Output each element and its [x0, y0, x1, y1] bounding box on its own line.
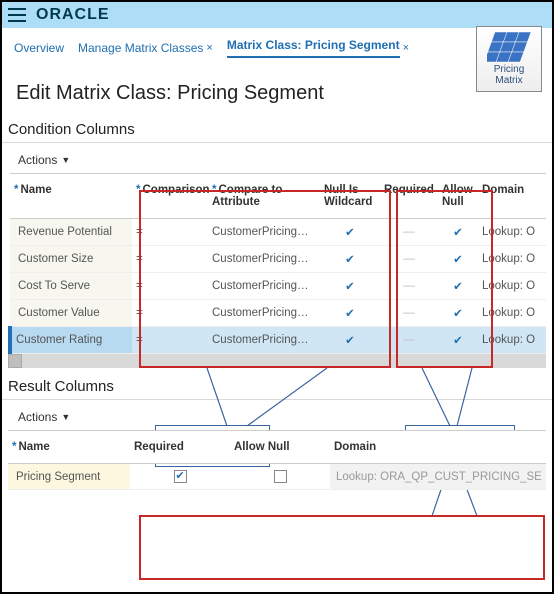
breadcrumb: Overview Manage Matrix Classes × Matrix …	[2, 28, 552, 64]
cell-null-wildcard: ✔	[320, 273, 380, 300]
cell-name: Customer Size	[10, 246, 132, 273]
section-condition-columns: Condition Columns	[2, 115, 552, 143]
actions-menu[interactable]: Actions ▼	[2, 143, 552, 173]
cell-allow-null: ✔	[438, 273, 478, 300]
col-allow-null[interactable]: Allow Null	[438, 174, 478, 219]
horizontal-scrollbar[interactable]	[8, 354, 546, 368]
cell-null-wildcard: ✔	[320, 219, 380, 246]
col-domain[interactable]: Domain	[478, 174, 546, 219]
cell-comparison: =	[132, 273, 208, 300]
menu-icon[interactable]	[8, 8, 26, 22]
cell-compare-to: CustomerPricingPr…	[208, 300, 320, 327]
actions-label: Actions	[18, 153, 57, 167]
cell-name: Cost To Serve	[10, 273, 132, 300]
badge-text-1: Pricing	[494, 64, 525, 75]
cell-null-wildcard: ✔	[320, 327, 380, 354]
col-domain[interactable]: Domain	[330, 431, 546, 464]
section-result-columns: Result Columns	[2, 372, 552, 400]
badge-text-2: Matrix	[495, 75, 522, 86]
close-icon[interactable]: ×	[206, 42, 212, 54]
cell-comparison: =	[132, 327, 208, 354]
table-row[interactable]: Revenue Potential=CustomerPricingPr…✔—✔L…	[10, 219, 546, 246]
pricing-matrix-badge: Pricing Matrix	[476, 26, 542, 92]
cell-domain: Lookup: O	[478, 219, 546, 246]
condition-table: *Name *Comparison *Compare to Attribute …	[8, 173, 546, 354]
col-comparison[interactable]: *Comparison	[132, 174, 208, 219]
table-row[interactable]: Customer Value=CustomerPricingPr…✔—✔Look…	[10, 300, 546, 327]
cell-allow-null: ✔	[438, 219, 478, 246]
cell-required: —	[380, 246, 438, 273]
close-icon[interactable]: ×	[403, 42, 409, 54]
col-null-wildcard[interactable]: Null Is Wildcard	[320, 174, 380, 219]
page-title: Edit Matrix Class: Pricing Segment	[2, 64, 552, 115]
cell-compare-to: CustomerPricingPr…	[208, 273, 320, 300]
cell-compare-to: CustomerPricingPr…	[208, 246, 320, 273]
cell-compare-to: CustomerPricingPr…	[208, 219, 320, 246]
crumb-overview[interactable]: Overview	[14, 41, 64, 55]
table-row[interactable]: Pricing Segment Lookup: ORA_QP_CUST_PRIC…	[8, 464, 546, 490]
cell-domain: Lookup: O	[478, 273, 546, 300]
cell-null-wildcard: ✔	[320, 300, 380, 327]
table-row[interactable]: Customer Size=CustomerPricingPr…✔—✔Looku…	[10, 246, 546, 273]
crumb-active[interactable]: Matrix Class: Pricing Segment	[227, 38, 400, 58]
matrix-icon	[487, 32, 531, 62]
cell-comparison: =	[132, 246, 208, 273]
chevron-down-icon: ▼	[61, 412, 70, 422]
cell-compare-to: CustomerPricingPr…	[208, 327, 320, 354]
cell-allow-null: ✔	[438, 327, 478, 354]
actions-label: Actions	[18, 410, 57, 424]
col-name[interactable]: *Name	[10, 174, 132, 219]
cell-name: Customer Value	[10, 300, 132, 327]
condition-table-wrap: *Name *Comparison *Compare to Attribute …	[2, 173, 552, 354]
cell-domain: Lookup: O	[478, 327, 546, 354]
cell-name: Revenue Potential	[10, 219, 132, 246]
crumb-manage[interactable]: Manage Matrix Classes	[78, 41, 203, 55]
cell-required: —	[380, 219, 438, 246]
cell-allow-null: ✔	[438, 300, 478, 327]
cell-comparison: =	[132, 300, 208, 327]
allow-null-checkbox[interactable]	[274, 470, 287, 483]
cell-name: Customer Rating	[10, 327, 132, 354]
cell-name: Pricing Segment	[8, 464, 130, 490]
cell-required: —	[380, 273, 438, 300]
cell-allow-null: ✔	[438, 246, 478, 273]
col-compare-to[interactable]: *Compare to Attribute	[208, 174, 320, 219]
table-row[interactable]: Cost To Serve=CustomerPricingPr…✔—✔Looku…	[10, 273, 546, 300]
col-required[interactable]: Required	[130, 431, 230, 464]
result-table: *Name Required Allow Null Domain Pricing…	[8, 430, 546, 490]
col-name[interactable]: *Name	[8, 431, 130, 464]
result-table-wrap: *Name Required Allow Null Domain Pricing…	[2, 430, 552, 490]
highlight-box-result	[139, 515, 545, 580]
cell-required: —	[380, 327, 438, 354]
chevron-down-icon: ▼	[61, 155, 70, 165]
cell-domain: Lookup: O	[478, 246, 546, 273]
app-topbar: ORACLE	[2, 2, 552, 28]
col-allow-null[interactable]: Allow Null	[230, 431, 330, 464]
required-checkbox[interactable]	[174, 470, 187, 483]
cell-domain: Lookup: ORA_QP_CUST_PRICING_SE	[330, 464, 546, 490]
col-required[interactable]: Required	[380, 174, 438, 219]
cell-null-wildcard: ✔	[320, 246, 380, 273]
oracle-logo: ORACLE	[36, 6, 110, 24]
cell-domain: Lookup: O	[478, 300, 546, 327]
table-row[interactable]: Customer Rating=CustomerPricingPr…✔—✔Loo…	[10, 327, 546, 354]
cell-comparison: =	[132, 219, 208, 246]
cell-required: —	[380, 300, 438, 327]
